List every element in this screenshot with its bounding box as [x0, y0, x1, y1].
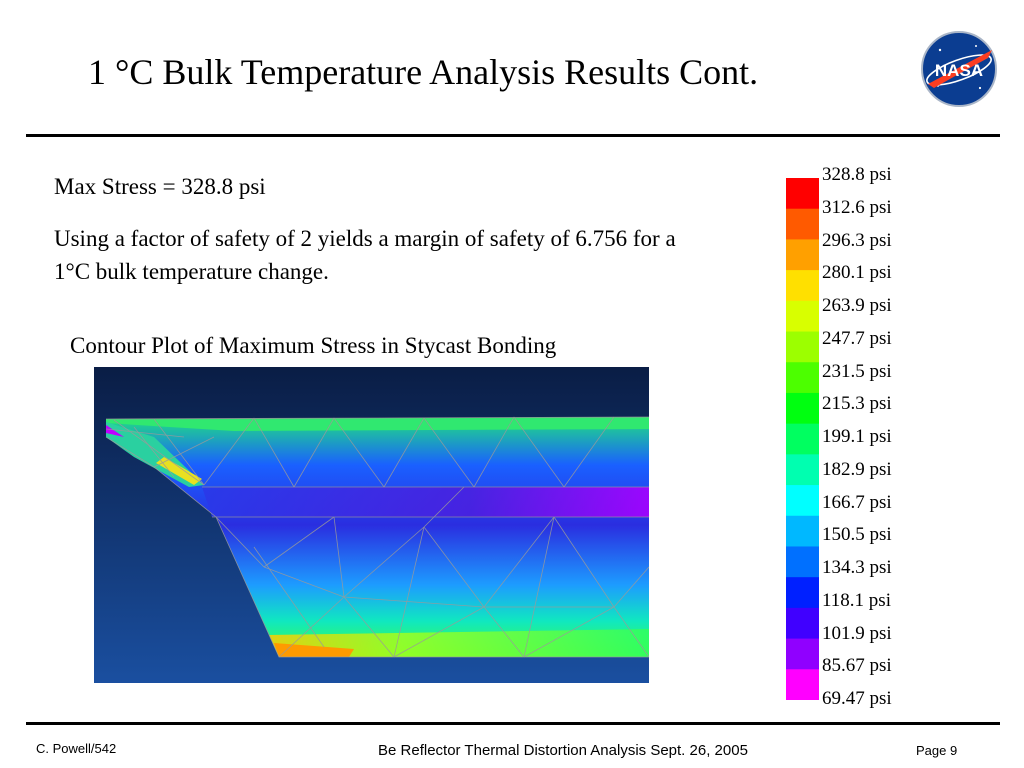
legend-label: 85.67 psi [822, 655, 892, 677]
legend-swatch [786, 331, 819, 363]
bottom-divider [26, 722, 1000, 725]
legend-swatch [786, 423, 819, 455]
stress-contour-plot [94, 367, 649, 683]
stress-color-legend [786, 178, 819, 700]
legend-swatch [786, 638, 819, 670]
legend-swatch [786, 515, 819, 547]
legend-label: 134.3 psi [822, 557, 892, 578]
plot-caption: Contour Plot of Maximum Stress in Stycas… [70, 333, 557, 358]
legend-swatch [786, 178, 819, 210]
legend-swatch [786, 546, 819, 578]
legend-label: 215.3 psi [822, 393, 892, 415]
legend-label: 199.1 psi [822, 426, 892, 447]
nasa-logo-text: NASA [935, 61, 983, 80]
legend-swatch [786, 669, 819, 700]
legend-label: 182.9 psi [822, 458, 892, 480]
legend-swatch [786, 208, 819, 240]
nasa-logo: NASA [921, 31, 997, 107]
top-divider [26, 134, 1000, 137]
legend-label: 150.5 psi [822, 524, 892, 546]
footer-author: C. Powell/542 [36, 741, 117, 756]
legend-label: 101.9 psi [822, 622, 892, 644]
legend-label: 312.6 psi [822, 196, 892, 218]
legend-label: 328.8 psi [822, 164, 892, 185]
legend-swatch [786, 485, 819, 517]
legend-swatch [786, 577, 819, 609]
max-stress-text: Max Stress = 328.8 psi [54, 174, 266, 199]
legend-label: 118.1 psi [822, 589, 891, 611]
legend-label: 231.5 psi [822, 360, 892, 382]
footer-title-date: Be Reflector Thermal Distortion Analysis… [378, 742, 748, 759]
legend-swatch [786, 392, 819, 425]
legend-swatch [786, 607, 819, 640]
legend-swatch [786, 300, 819, 333]
legend-label: 166.7 psi [822, 491, 892, 513]
slide-title: 1 °C Bulk Temperature Analysis Results C… [88, 52, 759, 92]
legend-label: 296.3 psi [822, 229, 892, 251]
legend-label: 69.47 psi [822, 688, 892, 709]
legend-swatch [786, 454, 819, 486]
legend-label: 247.7 psi [822, 327, 892, 349]
safety-margin-text: Using a factor of safety of 2 yields a m… [54, 226, 676, 284]
legend-label: 280.1 psi [822, 262, 892, 284]
legend-swatch [786, 239, 819, 271]
legend-label: 263.9 psi [822, 295, 892, 316]
legend-swatch [786, 270, 819, 302]
footer-page-number: Page 9 [916, 743, 958, 758]
legend-swatch [786, 362, 819, 394]
